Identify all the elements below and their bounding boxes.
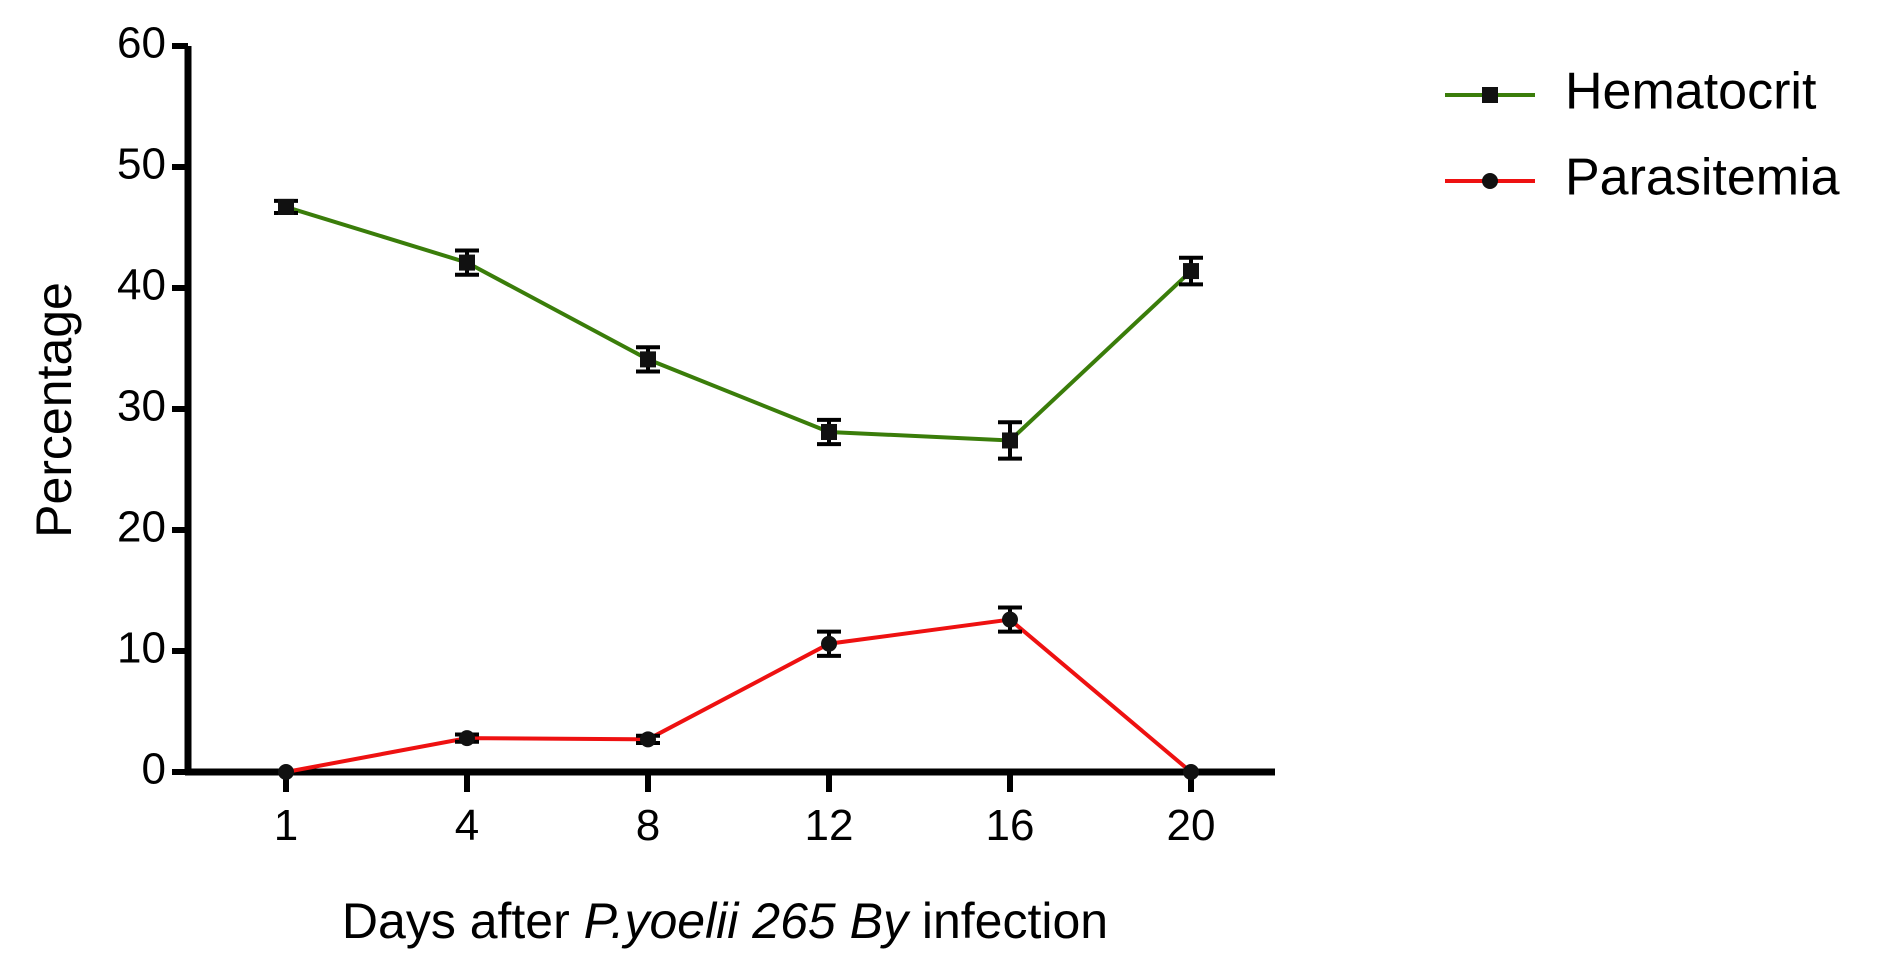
legend-marker	[1482, 173, 1498, 189]
data-point	[1002, 432, 1018, 449]
x-tick-label: 20	[1167, 801, 1216, 850]
data-point	[821, 423, 837, 440]
x-tick-label: 16	[986, 801, 1035, 850]
legend-item-parasitemia: Parasitemia	[1445, 149, 1840, 207]
data-point	[278, 764, 294, 780]
legend-label: Parasitemia	[1565, 149, 1840, 207]
x-tick-label: 8	[636, 801, 660, 850]
x-axis-title-prefix: Days after	[342, 893, 584, 949]
x-axis-title-suffix: infection	[908, 893, 1108, 949]
data-point	[459, 254, 475, 271]
data-point	[640, 351, 656, 368]
series-layer	[274, 198, 1203, 780]
y-tick-label: 0	[142, 745, 166, 794]
legend-label: Hematocrit	[1565, 63, 1817, 121]
y-tick-label: 10	[117, 624, 166, 673]
data-point	[640, 731, 656, 748]
x-tick-label: 4	[455, 801, 479, 850]
y-tick-label: 30	[117, 382, 166, 431]
y-tick-label: 60	[117, 19, 166, 68]
series-hematocrit	[274, 198, 1203, 461]
y-tick-label: 40	[117, 261, 166, 310]
data-point	[278, 198, 294, 215]
series-line	[285, 617, 1193, 774]
legend-marker	[1482, 87, 1498, 103]
y-tick-label: 50	[117, 140, 166, 189]
y-tick-label: 20	[117, 503, 166, 552]
data-point	[1002, 611, 1018, 628]
data-point	[1183, 263, 1199, 280]
data-point	[821, 635, 837, 652]
series-parasitemia	[278, 605, 1199, 780]
data-point	[459, 730, 475, 747]
x-tick-label: 12	[805, 801, 854, 850]
x-tick-label: 1	[274, 801, 298, 850]
legend: Hematocrit Parasitemia	[1445, 63, 1840, 207]
legend-item-hematocrit: Hematocrit	[1445, 63, 1817, 121]
x-axis-title-italic: P.yoelii 265 By	[584, 893, 911, 949]
x-axis-title: Days after P.yoelii 265 By infection	[342, 893, 1108, 949]
y-axis-title: Percentage	[26, 282, 82, 538]
data-point	[1183, 764, 1199, 780]
axes: 0 10 20 30 40 50 60 1 4 8 12 16 20	[117, 19, 1275, 850]
series-line	[285, 205, 1193, 443]
